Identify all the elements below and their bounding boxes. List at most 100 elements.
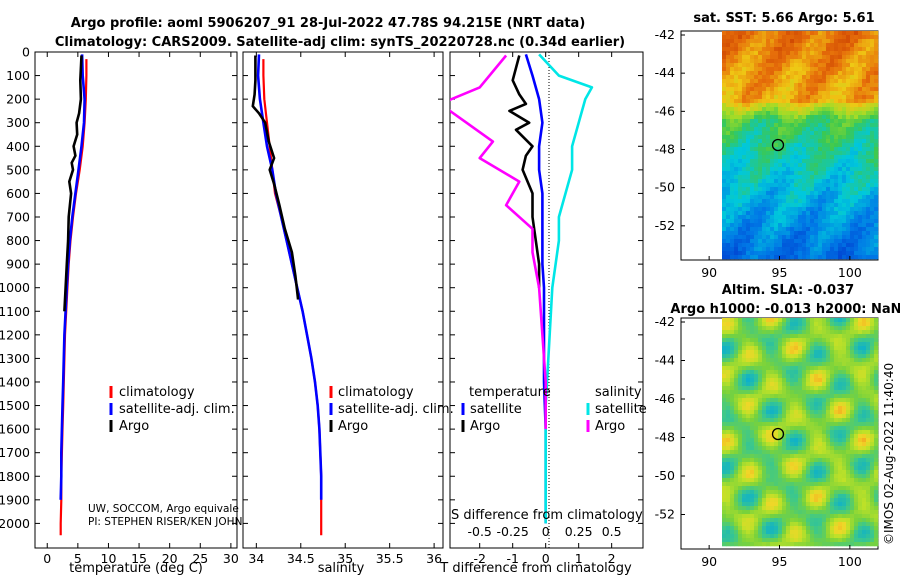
sst-cell (818, 255, 823, 260)
sst-cell (838, 175, 843, 180)
sla-cell (750, 522, 755, 527)
sst-cell (802, 227, 807, 232)
sst-cell (858, 123, 863, 128)
sst-cell (810, 115, 815, 120)
sla-cell (770, 522, 775, 527)
sla-cell (814, 510, 819, 515)
sst-cell (762, 255, 767, 260)
sst-cell (806, 211, 811, 216)
sla-cell (730, 510, 735, 515)
sst-cell (790, 63, 795, 68)
sst-cell (786, 199, 791, 204)
sla-cell (774, 366, 779, 371)
sst-cell (750, 79, 755, 84)
sst-cell (858, 179, 863, 184)
sla-cell (834, 402, 839, 407)
sla-cell (834, 478, 839, 483)
sla-cell (874, 358, 879, 363)
sla-cell (790, 510, 795, 515)
sla-cell (786, 418, 791, 423)
sla-cell (778, 518, 783, 523)
sst-cell (770, 39, 775, 44)
sst-cell (722, 203, 727, 208)
sst-cell (842, 251, 847, 256)
sst-cell (850, 195, 855, 200)
sla-cell (782, 526, 787, 531)
sla-cell (798, 518, 803, 523)
sla-cell (770, 402, 775, 407)
sst-cell (862, 195, 867, 200)
sst-cell (770, 147, 775, 152)
sst-cell (734, 195, 739, 200)
sst-cell (838, 171, 843, 176)
sst-cell (818, 51, 823, 56)
sla-cell (826, 370, 831, 375)
sla-cell (774, 422, 779, 427)
sla-cell (806, 330, 811, 335)
sst-cell (810, 127, 815, 132)
sla-cell (766, 386, 771, 391)
sst-cell (794, 107, 799, 112)
sst-cell (750, 55, 755, 60)
sla-cell (874, 378, 879, 383)
sst-cell (790, 123, 795, 128)
sla-cell (766, 414, 771, 419)
sst-cell (834, 59, 839, 64)
sst-cell (866, 155, 871, 160)
sst-cell (782, 51, 787, 56)
sla-cell (742, 386, 747, 391)
sst-cell (842, 191, 847, 196)
sla-cell (766, 502, 771, 507)
sla-cell (826, 518, 831, 523)
sla-cell (818, 498, 823, 503)
sst-cell (838, 83, 843, 88)
sla-cell (802, 390, 807, 395)
sst-cell (746, 183, 751, 188)
sla-cell (774, 454, 779, 459)
sst-cell (742, 215, 747, 220)
sst-cell (818, 251, 823, 256)
sst-cell (802, 223, 807, 228)
sst-cell (798, 223, 803, 228)
sla-cell (858, 446, 863, 451)
sla-cell (838, 438, 843, 443)
sst-cell (798, 31, 803, 36)
sla-cell (794, 354, 799, 359)
sst-cell (810, 63, 815, 68)
sla-cell (826, 366, 831, 371)
sla-cell (830, 334, 835, 339)
sst-cell (746, 155, 751, 160)
sla-cell (866, 478, 871, 483)
sst-cell (774, 55, 779, 60)
sla-cell (846, 318, 851, 323)
sla-cell (738, 438, 743, 443)
sst-cell (862, 155, 867, 160)
salinity-xticks: 34 34.5 35 35.5 36 (248, 52, 442, 566)
sla-cell (818, 494, 823, 499)
sla-cell (838, 454, 843, 459)
sst-cell (830, 159, 835, 164)
sst-cell (758, 167, 763, 172)
sla-cell (834, 450, 839, 455)
sst-cell (850, 219, 855, 224)
sst-cell (726, 47, 731, 52)
sla-cell (822, 430, 827, 435)
sla-cell (786, 442, 791, 447)
sla-cell (758, 462, 763, 467)
sst-cell (850, 251, 855, 256)
sla-cell (726, 494, 731, 499)
sla-cell (750, 402, 755, 407)
sla-cell (846, 338, 851, 343)
sst-cell (806, 79, 811, 84)
sst-cell (850, 239, 855, 244)
sst-cell (830, 67, 835, 72)
sla-cell (782, 502, 787, 507)
sst-cell (762, 171, 767, 176)
sst-cell (822, 231, 827, 236)
sla-cell (730, 518, 735, 523)
sst-cell (830, 191, 835, 196)
sla-cell (770, 538, 775, 543)
sla-cell (818, 418, 823, 423)
sla-cell (774, 318, 779, 323)
sst-cell (870, 95, 875, 100)
